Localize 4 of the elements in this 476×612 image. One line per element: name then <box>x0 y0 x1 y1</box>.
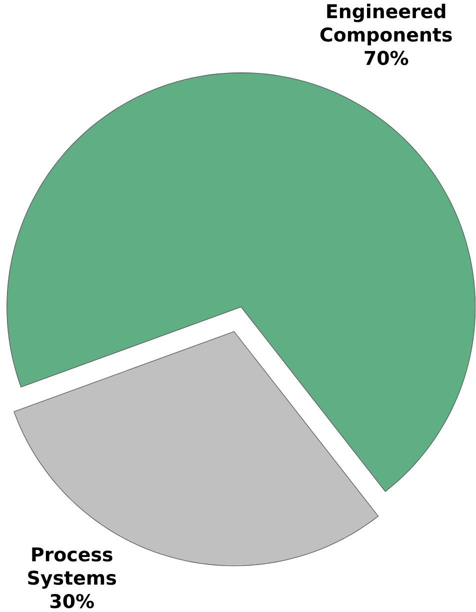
data-label: 70% <box>364 50 408 66</box>
slice-label: Engineered Components <box>320 4 452 46</box>
slice-label: Process Systems <box>28 547 116 589</box>
data-label: 30% <box>50 594 94 608</box>
